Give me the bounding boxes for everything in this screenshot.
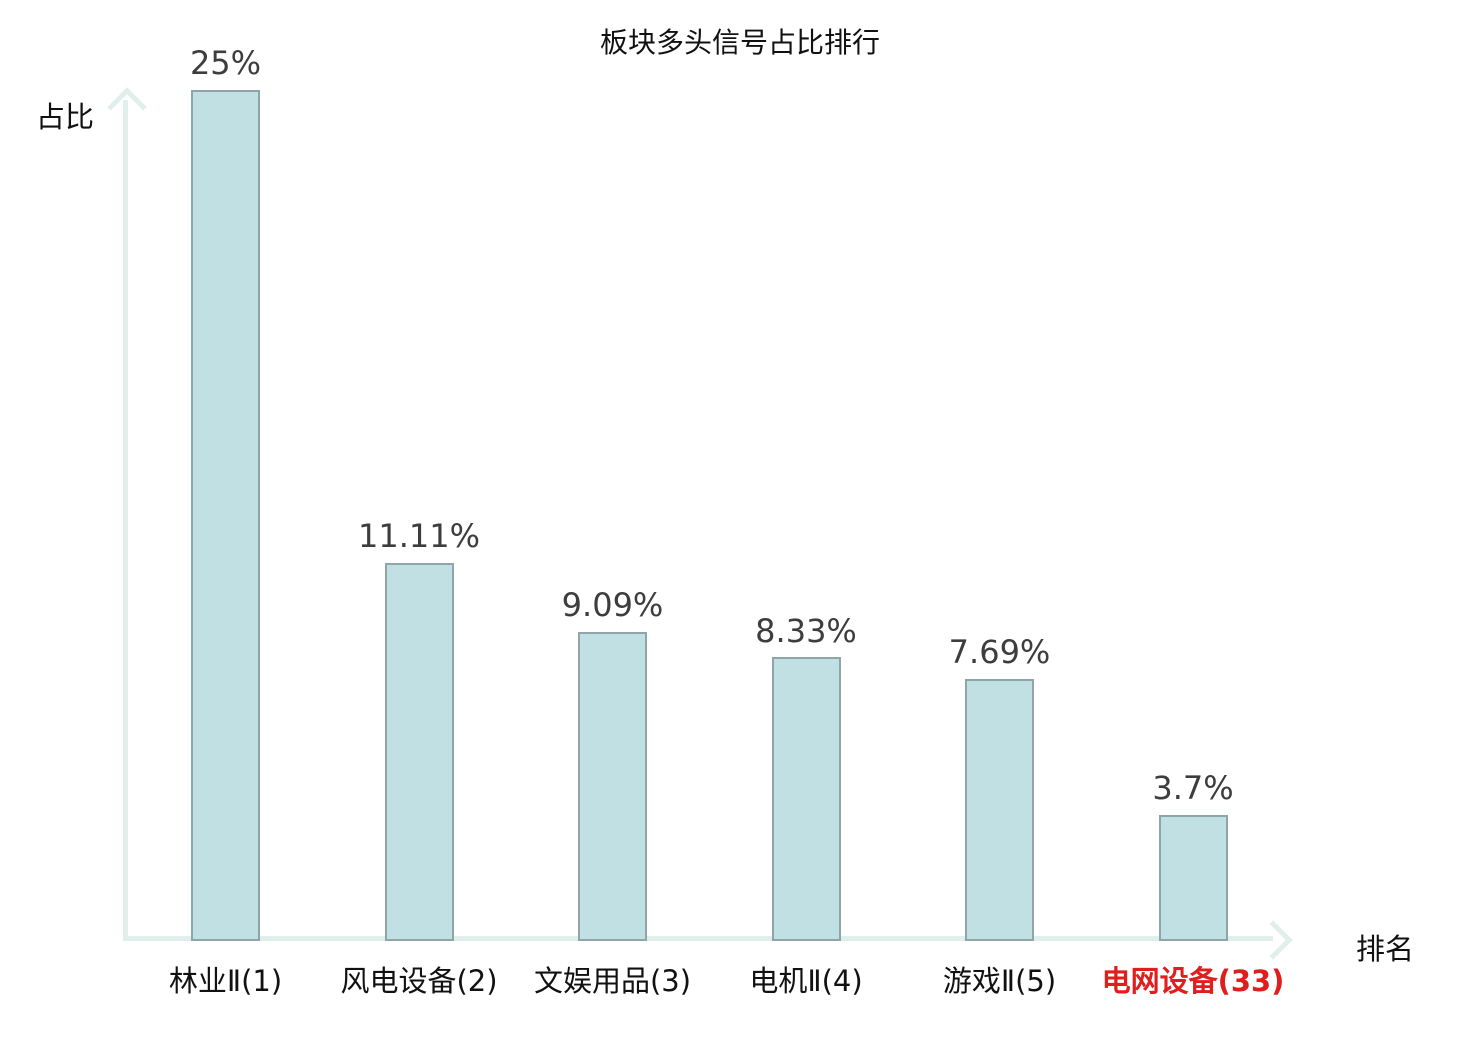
category-label: 游戏Ⅱ(5) xyxy=(942,964,1057,998)
bar-value-label: 3.7% xyxy=(1152,769,1234,808)
bar-value-label: 25% xyxy=(189,44,262,83)
bar-value-label: 11.11% xyxy=(357,517,480,556)
bar xyxy=(191,90,260,941)
bar-value-label: 9.09% xyxy=(561,585,664,624)
bar xyxy=(578,631,647,941)
bar-value-label: 8.33% xyxy=(755,611,857,650)
category-label: 林业Ⅱ(1) xyxy=(168,964,283,998)
category-label: 文娱用品(3) xyxy=(533,964,692,998)
bar xyxy=(384,562,454,941)
category-label: 风电设备(2) xyxy=(340,964,498,998)
bar xyxy=(965,679,1034,941)
bar xyxy=(1158,815,1228,941)
x-axis-line xyxy=(123,936,1273,941)
bar-value-label: 7.69% xyxy=(948,633,1051,672)
chart-title: 板块多头信号占比排行 xyxy=(599,26,880,59)
y-axis-label: 占比 xyxy=(36,100,95,134)
x-axis-label: 排名 xyxy=(1356,932,1415,966)
category-label: 电网设备(33) xyxy=(1101,964,1285,998)
bar xyxy=(771,657,841,941)
category-label: 电机Ⅱ(4) xyxy=(749,964,863,998)
y-axis-line xyxy=(123,100,128,941)
